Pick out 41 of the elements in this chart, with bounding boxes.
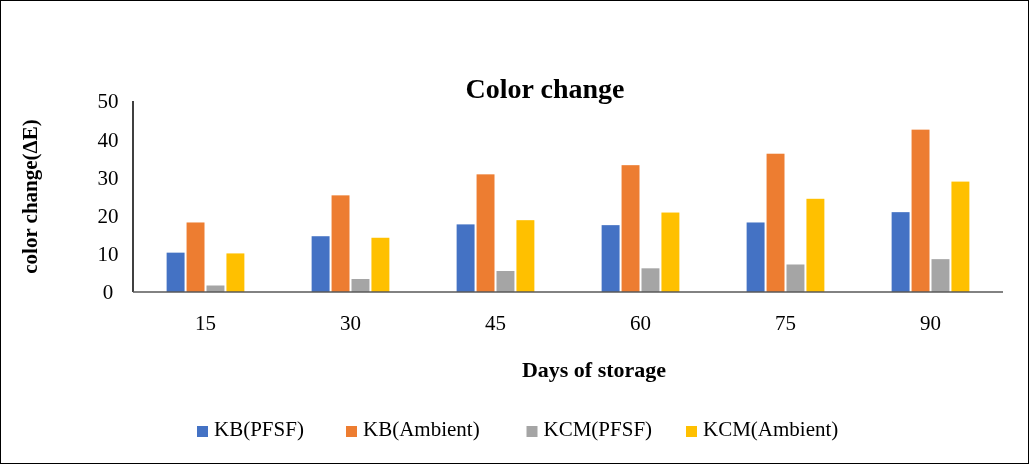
bar — [661, 212, 680, 292]
bar — [311, 236, 330, 292]
x-tick-label: 15 — [195, 311, 216, 335]
bar — [931, 259, 950, 292]
y-tick-label: 40 — [97, 127, 119, 152]
bar — [601, 225, 620, 292]
x-tick-label: 30 — [340, 311, 361, 335]
bar — [911, 129, 930, 292]
legend-label: KB(PFSF) — [214, 417, 304, 441]
y-tick-label: 20 — [97, 203, 119, 228]
x-tick-label: 75 — [775, 311, 796, 335]
y-tick-label: 10 — [97, 242, 119, 267]
bar — [331, 195, 350, 292]
bar — [806, 198, 825, 292]
y-tick-label: 50 — [97, 89, 119, 114]
bar — [891, 212, 910, 292]
legend-label: KB(Ambient) — [363, 417, 480, 441]
bar — [371, 237, 390, 292]
bar — [641, 268, 660, 292]
y-tick-label: 0 — [102, 280, 114, 305]
chart-title: Color change — [465, 73, 625, 104]
y-axis-title: color change(ΔE) — [18, 119, 42, 274]
x-axis-title: Days of storage — [521, 357, 667, 382]
x-tick-label: 60 — [630, 311, 651, 335]
bar — [226, 253, 245, 292]
bar — [621, 165, 640, 292]
bar — [166, 252, 185, 292]
bar — [496, 270, 515, 292]
bar — [786, 264, 805, 292]
bar — [186, 222, 205, 292]
legend-label: KCM(PFSF) — [543, 417, 653, 441]
y-tick-label: 30 — [97, 165, 119, 190]
bar — [951, 181, 970, 292]
bar — [516, 220, 535, 292]
bar — [746, 222, 765, 292]
x-tick-label: 90 — [920, 311, 941, 335]
bar — [766, 153, 785, 292]
legend-label: KCM(Ambient) — [703, 417, 839, 441]
bar — [476, 174, 495, 292]
bar — [456, 224, 475, 292]
x-tick-label: 45 — [485, 311, 506, 335]
